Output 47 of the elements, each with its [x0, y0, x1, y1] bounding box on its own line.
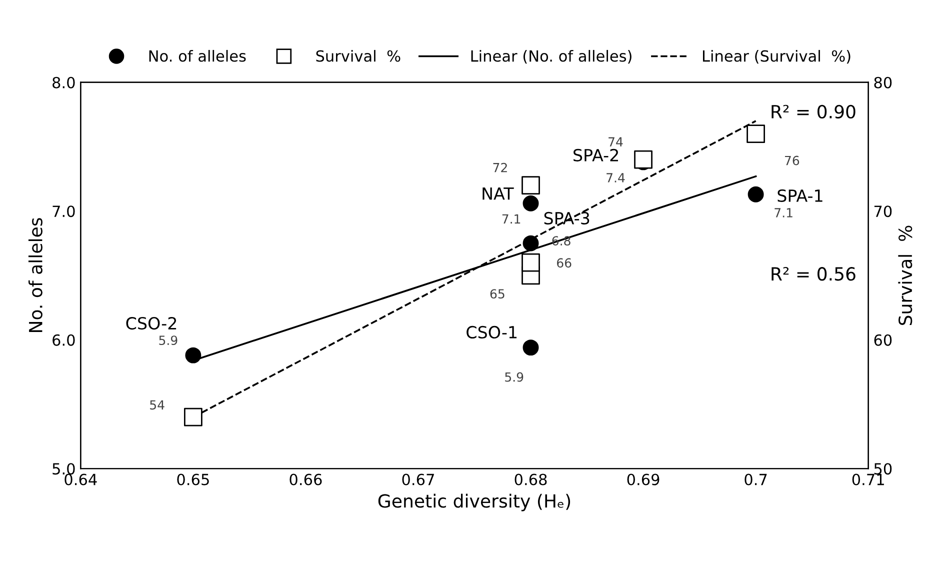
annotation: R² = 0.56: [772, 267, 856, 281]
point: [634, 150, 652, 169]
point: [748, 186, 764, 202]
x-axis-title: Genetic diversity (Hₑ): [378, 494, 570, 512]
legend-label: Survival %: [316, 50, 400, 62]
data-label: 54: [150, 400, 164, 410]
annotation: CSO-2: [126, 316, 176, 330]
x-tick-label: 0.66: [290, 474, 322, 486]
legend-label: Linear (No. of alleles): [471, 50, 632, 64]
y-tick-label: 6.0: [52, 334, 75, 346]
point: [522, 340, 539, 356]
data-label: 65: [490, 289, 504, 299]
data-label: 5.9: [505, 372, 524, 382]
y-tick-label: 7.0: [52, 206, 75, 218]
annotation: CSO-1: [466, 326, 517, 339]
point: [185, 347, 202, 364]
data-label: 76: [784, 156, 800, 166]
y2-axis-title: Survival %: [898, 226, 912, 326]
y2-tick-label: 70: [874, 206, 892, 218]
x-tick-label: 0.71: [852, 474, 884, 486]
x-tick-label: 0.65: [177, 474, 209, 486]
annotation: R² = 0.90: [772, 104, 856, 118]
x-tick-label: 0.64: [64, 474, 97, 486]
data-label: 7.1: [502, 214, 520, 224]
point: [522, 235, 539, 252]
data-label: 74: [608, 137, 623, 146]
annotation: SPA-1: [778, 189, 822, 202]
data-label: 66: [557, 258, 572, 268]
y2-tick-label: 50: [874, 463, 892, 475]
y-tick-label: 5.0: [52, 463, 75, 475]
data-label: 5.9: [159, 336, 178, 346]
point: [522, 195, 539, 212]
y2-tick-label: 80: [874, 76, 892, 88]
annotation: NAT: [482, 187, 514, 200]
x-tick-label: 0.68: [514, 474, 547, 486]
data-label: 7.4: [606, 173, 625, 182]
x-tick-label: 0.7: [744, 474, 767, 486]
x-tick-label: 0.67: [402, 474, 434, 486]
x-tick-label: 0.69: [627, 474, 660, 486]
legend-label: Linear (Survival %): [702, 50, 850, 64]
y2-tick-label: 60: [874, 334, 892, 346]
legend-label: No. of alleles: [149, 50, 246, 62]
y-tick-label: 8.0: [52, 76, 75, 88]
data-label: 72: [493, 162, 507, 172]
annotation: SPA-2: [574, 148, 618, 162]
y-axis-title: No. of alleles: [28, 218, 42, 332]
data-label: 7.1: [774, 208, 792, 218]
